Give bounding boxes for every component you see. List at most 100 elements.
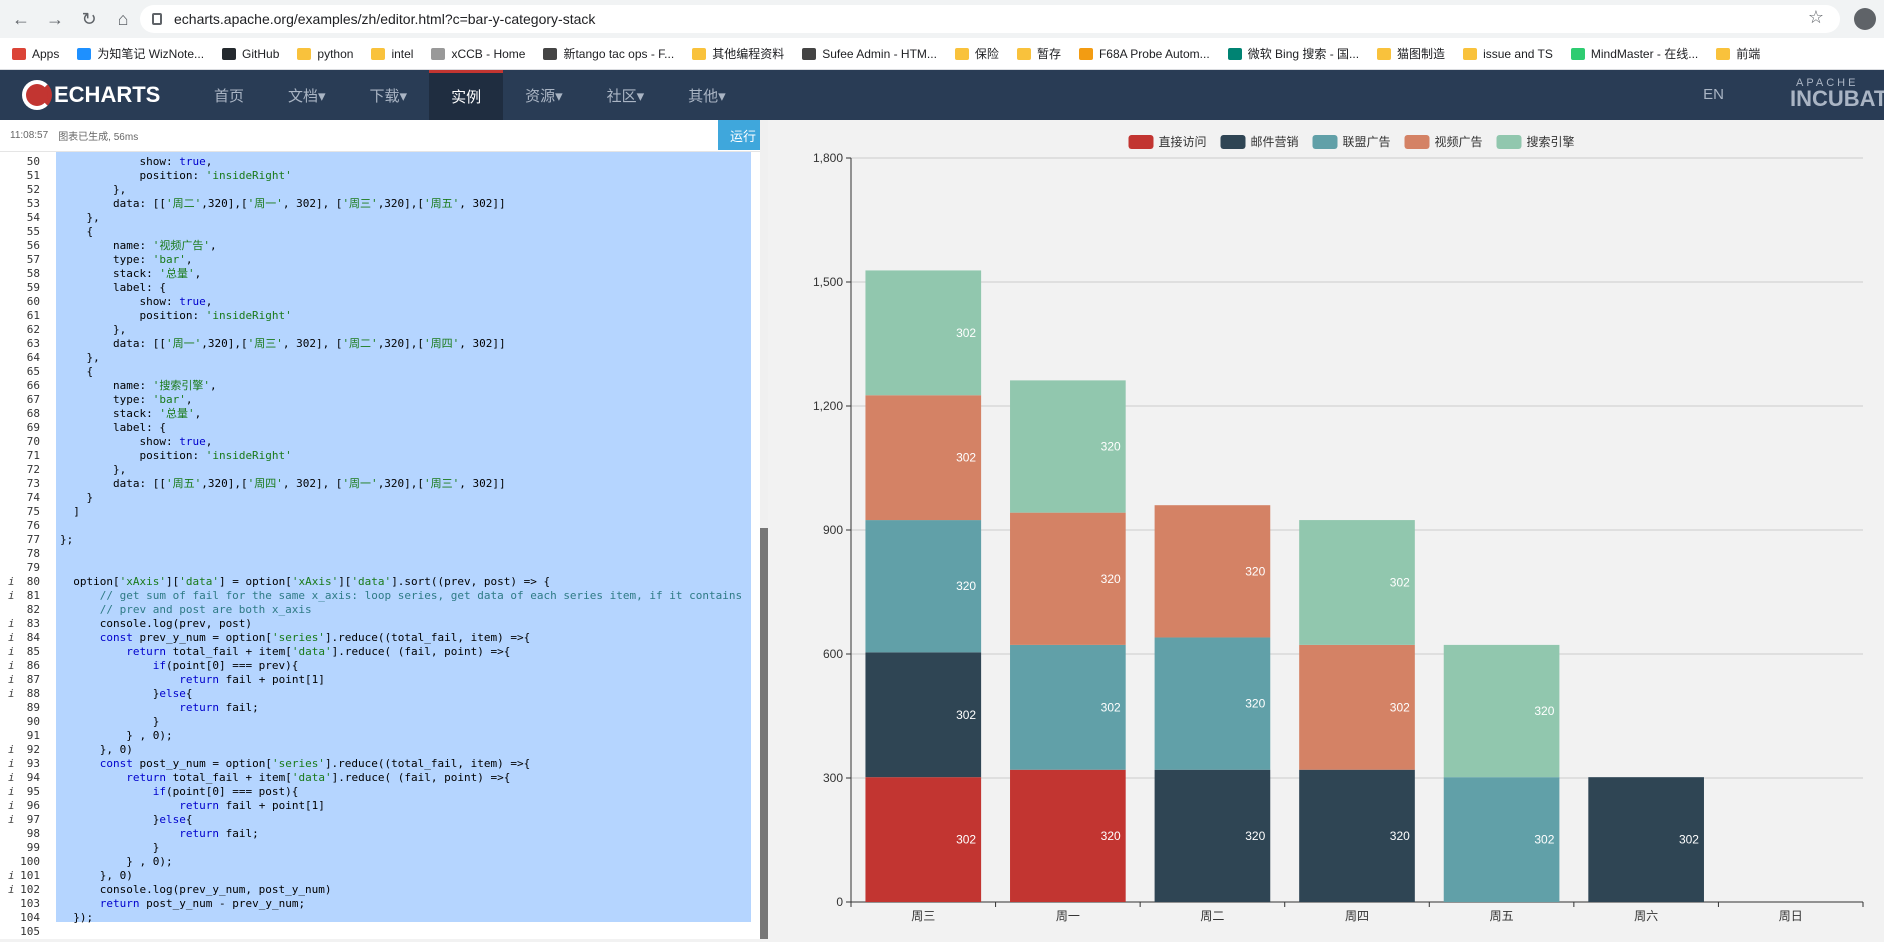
line-number: 97 bbox=[26, 813, 40, 826]
bookmark-item[interactable]: intel bbox=[371, 47, 413, 61]
bookmark-item[interactable]: 其他编程资料 bbox=[692, 45, 784, 62]
reload-icon[interactable]: ↻ bbox=[81, 8, 97, 29]
code-line: const post_y_num = option['series'].redu… bbox=[99, 757, 531, 770]
code-line: }, bbox=[60, 351, 100, 364]
apache-incubator-logo[interactable]: APACHE INCUBATO bbox=[1766, 78, 1884, 114]
lang-switch[interactable]: EN bbox=[1703, 86, 1724, 103]
bookmark-item[interactable]: issue and TS bbox=[1463, 47, 1553, 61]
bookmark-item[interactable]: GitHub bbox=[222, 47, 279, 61]
legend-label: 邮件营销 bbox=[1251, 135, 1299, 149]
line-number: 105 bbox=[20, 925, 40, 938]
bar-segment bbox=[1299, 644, 1415, 770]
legend-swatch bbox=[1128, 135, 1154, 149]
x-tick-label: 周三 bbox=[911, 909, 935, 923]
info-marker-icon: i bbox=[8, 869, 15, 882]
bookmark-item[interactable]: 为知笔记 WizNote... bbox=[77, 45, 204, 62]
bar-data-label: 302 bbox=[956, 708, 976, 722]
bookmark-item[interactable]: 保险 bbox=[954, 45, 999, 62]
stacked-bar-chart: 0 300 600 900 1,200 1,500 1,800 周三 周一 周二 周四 周五 周六 周日 3… bbox=[813, 134, 1864, 923]
apache-label: APACHE bbox=[1796, 78, 1859, 89]
nav-item[interactable]: 首页 bbox=[214, 87, 245, 105]
line-number: 103 bbox=[20, 897, 40, 910]
bookmark-item[interactable]: 暂存 bbox=[1016, 45, 1061, 62]
bookmark-item[interactable]: 前端 bbox=[1716, 45, 1760, 62]
legend-label: 搜索引擎 bbox=[1527, 134, 1575, 149]
profile-icon[interactable] bbox=[1854, 8, 1876, 30]
line-number: 51 bbox=[26, 169, 40, 182]
line-number: 61 bbox=[26, 309, 40, 322]
nav-item[interactable]: 社区▾ bbox=[606, 87, 645, 105]
bookmarks-bar: Apps 为知笔记 WizNote... GitHub python intel xCCB… bbox=[0, 38, 1884, 70]
nav-item[interactable]: 资源▾ bbox=[525, 87, 563, 105]
bookmark-icon bbox=[1377, 47, 1392, 60]
logo-icon bbox=[22, 80, 52, 110]
bar-segment bbox=[865, 652, 982, 778]
y-tick-label: 600 bbox=[823, 647, 843, 661]
bookmark-item[interactable]: MindMaster - 在线... bbox=[1570, 45, 1698, 62]
forward-icon[interactable]: → bbox=[46, 8, 64, 29]
code-line: position: 'insideRight' bbox=[60, 169, 292, 182]
selection-highlight bbox=[56, 152, 751, 922]
bookmark-item[interactable]: Apps bbox=[12, 47, 59, 61]
info-marker-icon: i bbox=[8, 799, 15, 812]
bookmark-icon bbox=[371, 47, 386, 60]
incubator-label: INCUBATO bbox=[1790, 86, 1884, 111]
code-line: name: '搜索引擎', bbox=[60, 379, 217, 392]
bar-data-label: 302 bbox=[1534, 833, 1554, 847]
nav-item[interactable]: 下载▾ bbox=[369, 87, 408, 105]
nav-item[interactable]: 其他▾ bbox=[688, 87, 726, 105]
bookmark-item[interactable]: Sufee Admin - HTM... bbox=[802, 47, 937, 61]
bookmark-item[interactable]: python bbox=[297, 47, 353, 61]
bar-segment bbox=[865, 395, 982, 521]
line-number: 82 bbox=[26, 603, 40, 616]
status-message: 图表已生成, 56ms bbox=[58, 132, 139, 143]
scrollbar-thumb[interactable] bbox=[760, 528, 768, 939]
code-line: label: { bbox=[60, 421, 166, 434]
legend-swatch bbox=[1312, 135, 1338, 149]
editor-status-bar: 11:08:57 图表已生成, 56ms bbox=[0, 120, 768, 152]
legend-swatch bbox=[1496, 135, 1522, 149]
line-number: 58 bbox=[26, 267, 40, 280]
back-icon[interactable]: ← bbox=[12, 8, 30, 29]
run-button[interactable]: 运行 bbox=[718, 120, 768, 150]
bookmark-item[interactable]: 微软 Bing 搜索 - 国... bbox=[1227, 45, 1359, 62]
y-tick-label: 1,800 bbox=[813, 151, 843, 165]
editor-scrollbar[interactable] bbox=[760, 120, 768, 939]
bookmark-item[interactable]: F68A Probe Autom... bbox=[1078, 47, 1210, 61]
line-number: 102 bbox=[20, 883, 40, 896]
bar-data-label: 320 bbox=[1101, 572, 1121, 586]
line-number: 89 bbox=[26, 701, 40, 714]
bookmark-icon bbox=[543, 47, 558, 60]
code-line: position: 'insideRight' bbox=[60, 449, 292, 462]
home-icon[interactable]: ⌂ bbox=[117, 8, 129, 29]
nav-item[interactable]: 文档▾ bbox=[288, 87, 326, 105]
echarts-logo[interactable]: ECHARTS bbox=[22, 80, 172, 110]
code-line: return total_fail + item['data'].reduce(… bbox=[126, 645, 511, 658]
bar-segment bbox=[1299, 520, 1415, 645]
code-line: data: [['周五',320],['周四', 302], ['周一',320… bbox=[60, 477, 506, 490]
bookmark-item[interactable]: 新tango tac ops - F... bbox=[543, 45, 674, 62]
bar-data-label: 320 bbox=[1245, 564, 1265, 578]
bar-data-label: 320 bbox=[1101, 440, 1121, 454]
legend-label: 直接访问 bbox=[1159, 134, 1207, 149]
line-number: 86 bbox=[26, 659, 40, 672]
y-tick-label: 300 bbox=[823, 771, 843, 785]
bookmark-item[interactable]: xCCB - Home bbox=[431, 47, 525, 61]
code-line: }, bbox=[60, 211, 100, 224]
star-icon[interactable]: ☆ bbox=[1807, 7, 1824, 27]
bar-segment bbox=[1010, 769, 1126, 902]
y-tick-label: 1,500 bbox=[813, 275, 843, 289]
code-area[interactable]: 50 51 52 53 54 55 56 57 58 59 60 61 62 63 64 65 66 67 68 69… bbox=[0, 152, 760, 939]
line-number: 66 bbox=[26, 379, 40, 392]
x-tick-label: 周五 bbox=[1490, 909, 1514, 923]
nav-item[interactable]: 实例 bbox=[429, 70, 504, 120]
bar-data-label: 302 bbox=[956, 833, 976, 847]
code-line: } bbox=[60, 841, 160, 854]
bar-segment bbox=[1588, 777, 1704, 902]
code-line: // prev and post are both x_axis bbox=[60, 603, 312, 616]
bookmark-item[interactable]: 猫图制造 bbox=[1377, 45, 1445, 62]
bookmark-label: python bbox=[317, 46, 354, 61]
info-marker-icon: i bbox=[8, 883, 15, 896]
address-bar[interactable]: echarts.apache.org/examples/zh/editor.ht… bbox=[140, 5, 1840, 33]
code-line: }, bbox=[60, 463, 127, 476]
